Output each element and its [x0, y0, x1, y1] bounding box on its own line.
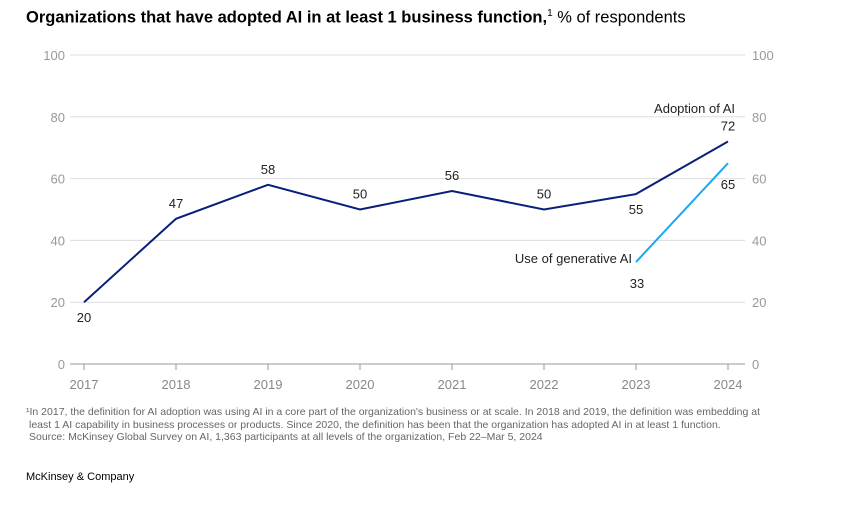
x-tick-label: 2024 — [714, 377, 743, 392]
title-main: Organizations that have adopted AI in at… — [26, 8, 548, 27]
y-tick-label-right: 100 — [752, 48, 774, 63]
y-tick-label-left: 80 — [51, 110, 65, 125]
y-tick-label-left: 100 — [43, 48, 65, 63]
x-tick-label: 2018 — [162, 377, 191, 392]
y-tick-label-right: 0 — [752, 357, 759, 372]
x-tick-label: 2022 — [530, 377, 559, 392]
data-label: 20 — [77, 310, 91, 325]
footnote-1-cont: least 1 AI capability in business proces… — [29, 418, 721, 431]
series-line — [83, 140, 729, 303]
data-label: 33 — [630, 276, 644, 291]
data-label: 47 — [169, 196, 183, 211]
footnotes: ¹In 2017, the definition for AI adoption… — [26, 406, 826, 444]
data-label: 56 — [445, 168, 459, 183]
x-tick-label: 2020 — [346, 377, 375, 392]
x-tick-label: 2019 — [254, 377, 283, 392]
y-tick-label-right: 60 — [752, 172, 766, 187]
data-label: 65 — [721, 177, 735, 192]
y-tick-label-left: 20 — [51, 295, 65, 310]
y-tick-label-left: 40 — [51, 233, 65, 248]
data-label: 72 — [721, 119, 735, 134]
x-tick-label: 2017 — [70, 377, 99, 392]
footnote-1: ¹In 2017, the definition for AI adoption… — [26, 406, 760, 418]
data-label: 58 — [261, 162, 275, 177]
chart-title: Organizations that have adopted AI in at… — [26, 8, 686, 28]
x-tick-label: 2023 — [622, 377, 651, 392]
series-line — [635, 162, 729, 263]
source-note: Source: McKinsey Global Survey on AI, 1,… — [29, 431, 543, 443]
x-tick-label: 2021 — [438, 377, 467, 392]
title-unit: % of respondents — [552, 8, 686, 27]
title-footnote-mark: 1 — [547, 8, 553, 19]
y-tick-label-left: 60 — [51, 172, 65, 187]
series-label-adoption: Adoption of AI — [654, 101, 735, 116]
data-label: 50 — [537, 187, 551, 202]
y-tick-label-left: 0 — [58, 357, 65, 372]
y-tick-label-right: 40 — [752, 233, 766, 248]
series-label-genai: Use of generative AI — [515, 251, 632, 266]
data-label: 55 — [629, 202, 643, 217]
data-label: 50 — [353, 187, 367, 202]
y-tick-label-right: 20 — [752, 295, 766, 310]
y-tick-label-right: 80 — [752, 110, 766, 125]
brand-logo: McKinsey & Company — [26, 471, 135, 483]
